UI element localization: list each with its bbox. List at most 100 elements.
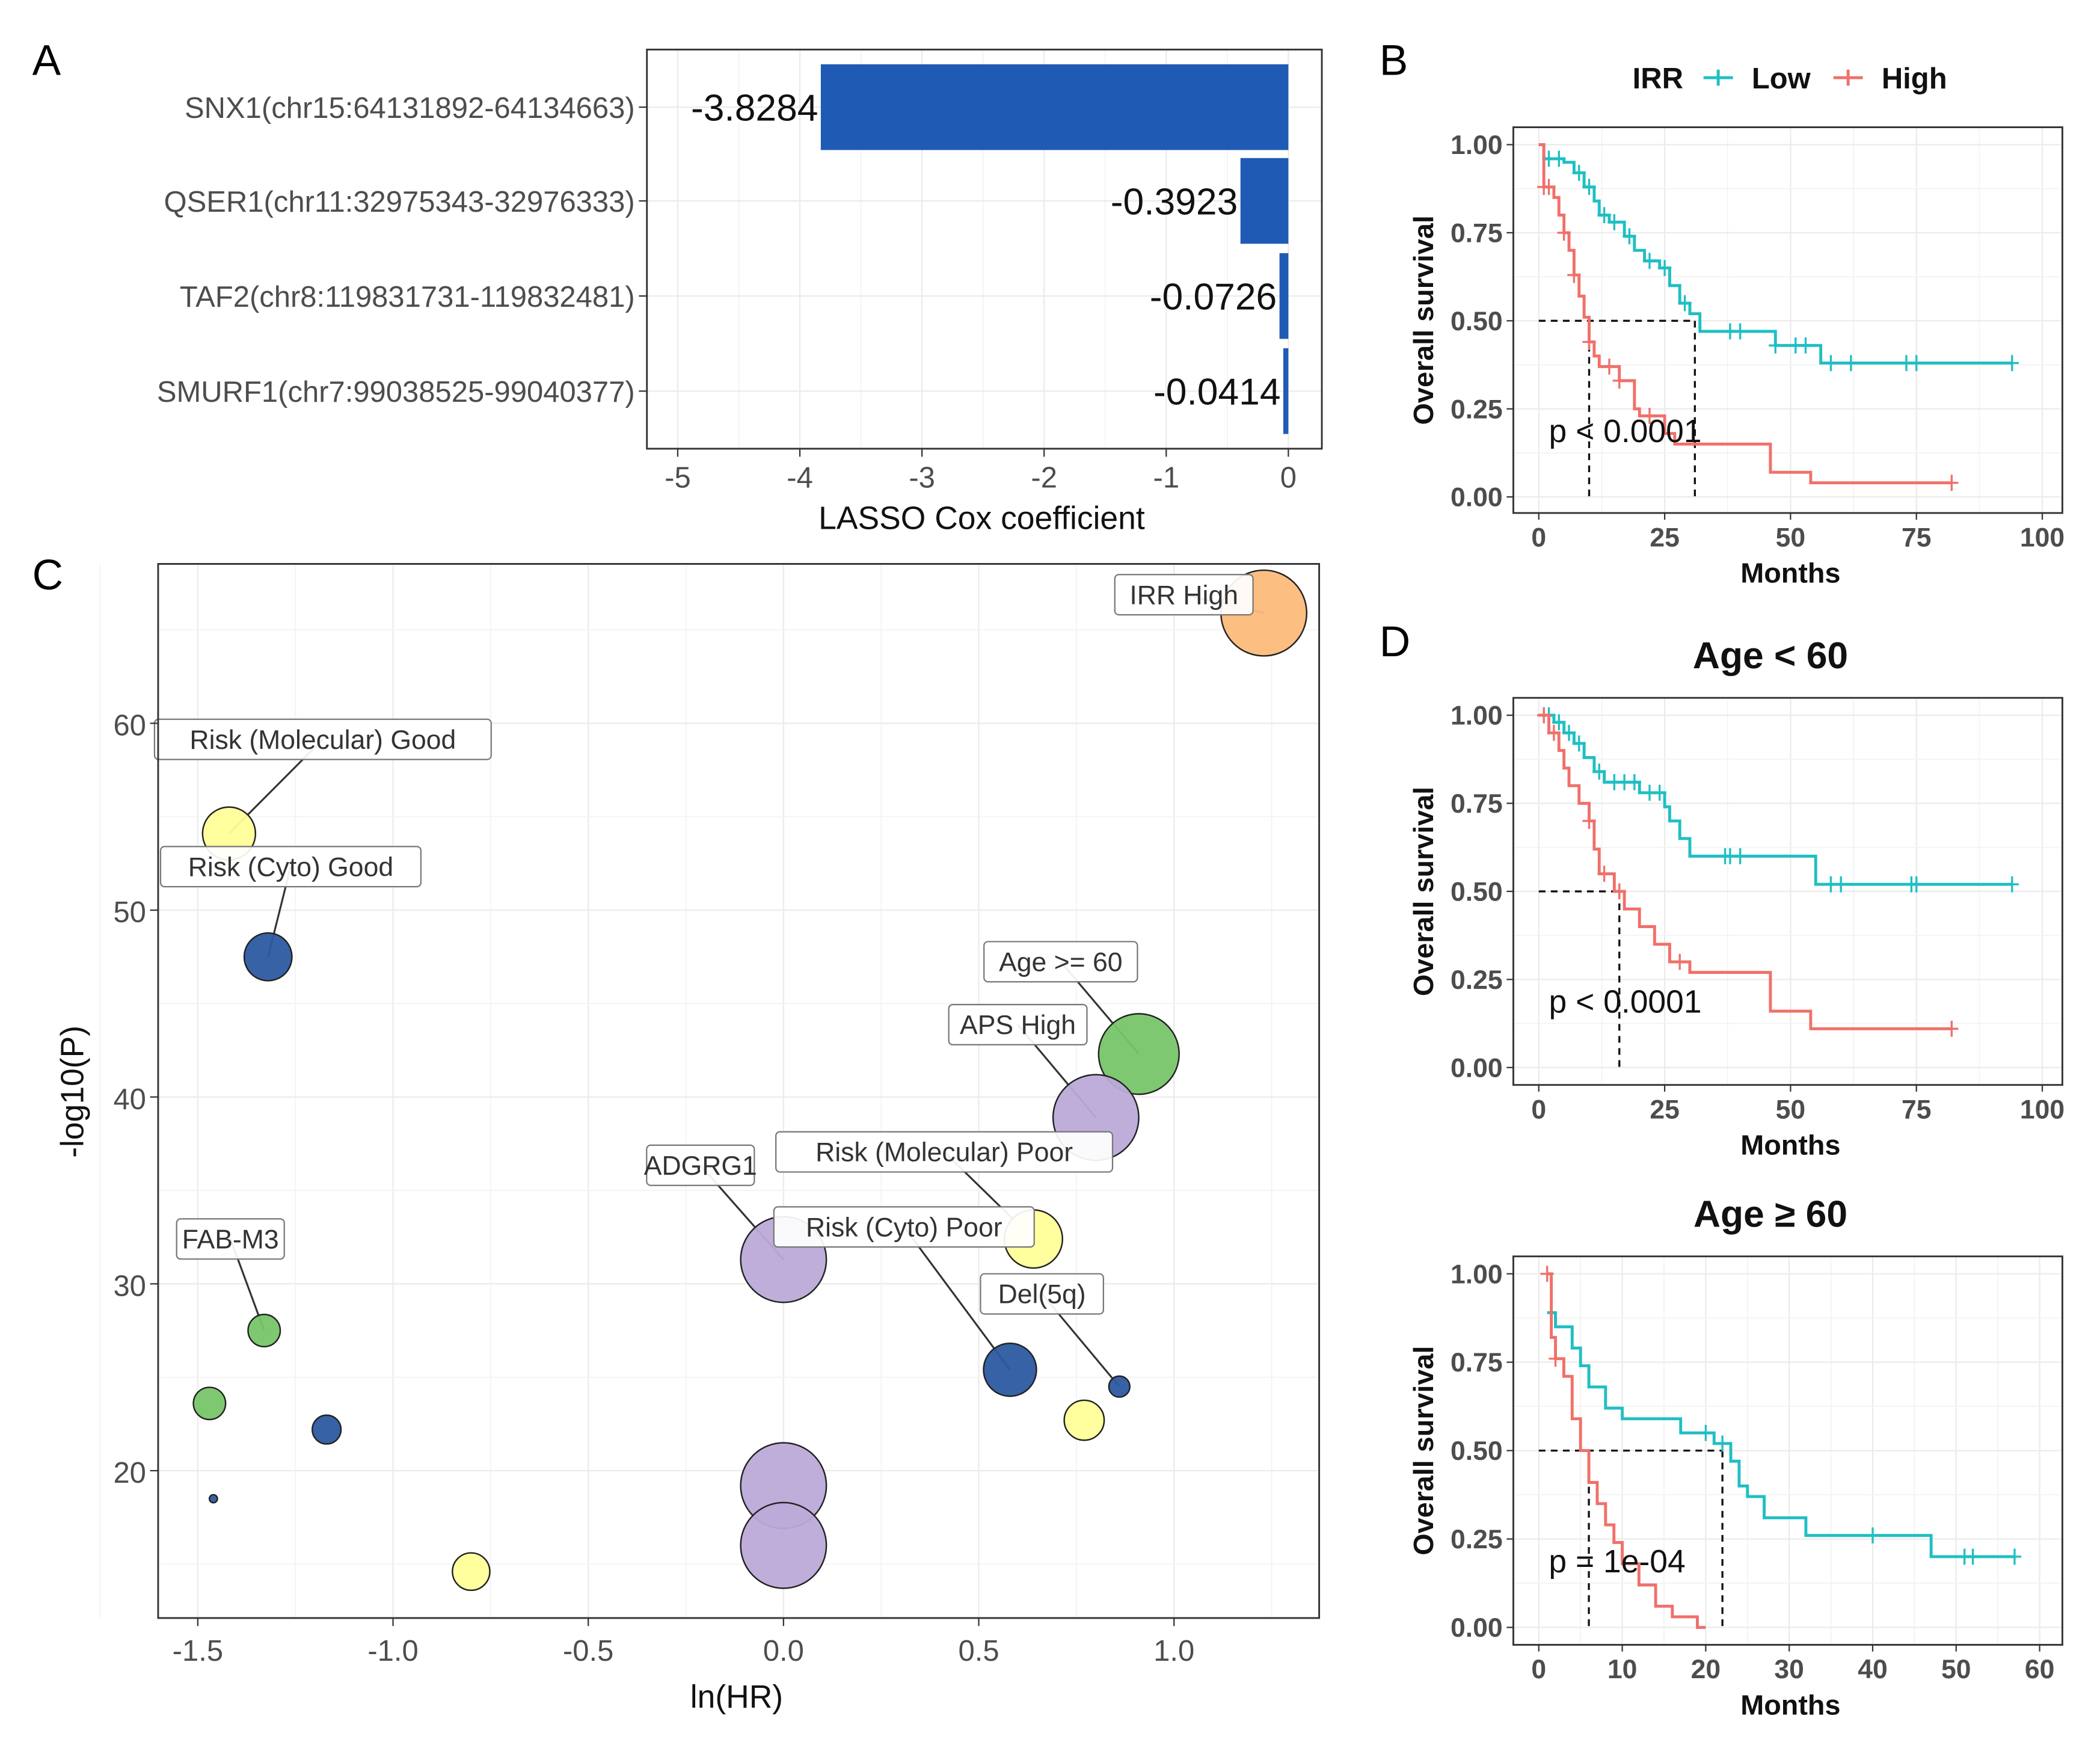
- y-tick-label: 0.25: [1451, 1525, 1503, 1554]
- x-tick-label: 25: [1650, 1095, 1680, 1124]
- censor-mark: [2005, 355, 2019, 371]
- censor-mark: [1597, 207, 1611, 223]
- point-label-box: [980, 1273, 1104, 1315]
- censor-mark: [1623, 228, 1636, 245]
- panel-label-a: A: [32, 37, 61, 85]
- censor-mark: [1844, 355, 1858, 371]
- bubble-point: [243, 932, 293, 982]
- bubble-point: [1108, 1375, 1131, 1398]
- censor-mark: [1552, 714, 1566, 731]
- censor-mark: [1582, 179, 1596, 195]
- x-tick-label: -2: [1031, 462, 1057, 494]
- censor-mark: [1542, 179, 1556, 195]
- point-label: ADGRG1: [644, 1151, 757, 1181]
- censor-mark: [1582, 813, 1596, 829]
- plot-frame: [157, 563, 1321, 1619]
- censor-mark: [1673, 953, 1687, 970]
- bubble-point: [452, 1552, 491, 1592]
- bubble-point: [192, 1386, 227, 1421]
- censor-mark: [1642, 253, 1657, 269]
- y-tick-label: 0.00: [1451, 483, 1503, 512]
- y-tick-label: 0.00: [1451, 1053, 1503, 1083]
- data-label: -3.8284: [691, 87, 818, 129]
- censor-mark: [1642, 408, 1657, 424]
- bubble-point: [1098, 1013, 1180, 1095]
- x-tick-label: 20: [1691, 1655, 1721, 1684]
- point-label: Risk (Molecular) Poor: [815, 1138, 1073, 1168]
- censor-mark: [1716, 1435, 1730, 1452]
- censor-mark: [1799, 337, 1813, 354]
- censor-mark: [1607, 214, 1621, 230]
- x-axis-title: Months: [1740, 558, 1840, 589]
- y-tick-label: 0.50: [1451, 1436, 1503, 1466]
- y-tick-label: 0.25: [1451, 965, 1503, 995]
- censor-mark: [1966, 1548, 1980, 1565]
- y-tick-label: 0.00: [1451, 1613, 1503, 1643]
- panel-a-bar-chart: -3.8284 SNX1(chr15:64131892-64134663) -0.3…: [157, 48, 1323, 537]
- point-label: Risk (Cyto) Poor: [806, 1213, 1002, 1242]
- censor-mark: [1572, 735, 1586, 752]
- legend-key-low: [1703, 69, 1733, 86]
- x-tick-label: 100: [2020, 523, 2065, 553]
- y-axis-title: Overall survival: [1408, 215, 1439, 425]
- x-tick-label: -5: [665, 462, 691, 494]
- bubble-point: [208, 1494, 218, 1504]
- censor-mark: [1733, 848, 1747, 864]
- x-tick-label: -4: [787, 462, 813, 494]
- x-tick-label: 0.0: [763, 1635, 804, 1667]
- p-value-annotation: p < 0.0001: [1549, 414, 1702, 449]
- point-label-box: [775, 1131, 1114, 1173]
- y-tick-label: 50: [113, 896, 146, 929]
- censor-mark: [1945, 475, 1959, 491]
- category-label: QSER1(chr11:32975343-32976333): [164, 186, 635, 218]
- point-label: IRR High: [1129, 580, 1238, 610]
- y-tick-label: 0.75: [1451, 789, 1503, 819]
- x-axis-title: LASSO Cox coefficient: [818, 501, 1145, 537]
- censor-mark: [1945, 1020, 1959, 1037]
- panel-c-bubble-plot: IRR High Risk (Molecular) Good Risk (Cyto)…: [55, 563, 1321, 1715]
- bar: [1279, 253, 1289, 339]
- panel-b-km-plot: p < 0.0001 0 25 50 75 100 0.00 0.25 0.50 0.75 1.00…: [1408, 63, 2065, 589]
- category-label: TAF2(chr8:119831731-119832481): [180, 281, 635, 313]
- censor-mark: [1537, 707, 1551, 724]
- x-axis-title: ln(HR): [690, 1679, 783, 1715]
- y-axis-title: -log10(P): [55, 1026, 90, 1158]
- y-tick-label: 0.50: [1451, 878, 1503, 907]
- point-label: APS High: [960, 1011, 1076, 1040]
- point-label-box: [646, 1144, 755, 1186]
- panel-label-d: D: [1380, 618, 1410, 666]
- censor-mark: [1612, 372, 1626, 389]
- bubble-point: [247, 1314, 281, 1348]
- censor-mark: [1567, 266, 1581, 283]
- panel-label-b: B: [1380, 37, 1408, 85]
- x-tick-label: 0: [1531, 523, 1546, 553]
- point-label: FAB-M3: [182, 1225, 279, 1254]
- y-tick-label: 60: [113, 710, 146, 742]
- panel-d-km-plot-age-60-plus: p = 1e-04 0 10 20 30 40 50 60 0.00 0.25 0.50 0.75 1.…: [1408, 1194, 2063, 1720]
- censor-mark: [1834, 876, 1848, 893]
- censor-mark: [1769, 337, 1782, 354]
- x-tick-label: -1.5: [173, 1635, 223, 1667]
- censor-mark: [1572, 164, 1586, 181]
- censor-mark: [1909, 876, 1923, 893]
- point-label: Del(5q): [998, 1280, 1086, 1309]
- x-tick-label: 100: [2020, 1095, 2065, 1124]
- point-label-box: [176, 1218, 285, 1260]
- x-tick-label: 60: [2025, 1655, 2055, 1684]
- point-label: Risk (Molecular) Good: [189, 725, 456, 755]
- bar: [1283, 348, 1289, 434]
- x-tick-label: 75: [1902, 1095, 1932, 1124]
- y-axis-title: Overall survival: [1408, 1346, 1439, 1555]
- censor-mark: [1909, 355, 1923, 371]
- censor-mark: [1699, 1424, 1713, 1441]
- y-tick-label: 0.75: [1451, 218, 1503, 248]
- legend-label-high: High: [1882, 63, 1947, 95]
- y-axis-title: Overall survival: [1408, 787, 1439, 996]
- point-label-box: [1114, 574, 1254, 616]
- censor-mark: [1612, 883, 1626, 900]
- point-label-box: [153, 718, 492, 760]
- point-label-box: [773, 1206, 1035, 1248]
- survival-curve-low: [1538, 143, 2012, 365]
- x-tick-label: -3: [909, 462, 935, 494]
